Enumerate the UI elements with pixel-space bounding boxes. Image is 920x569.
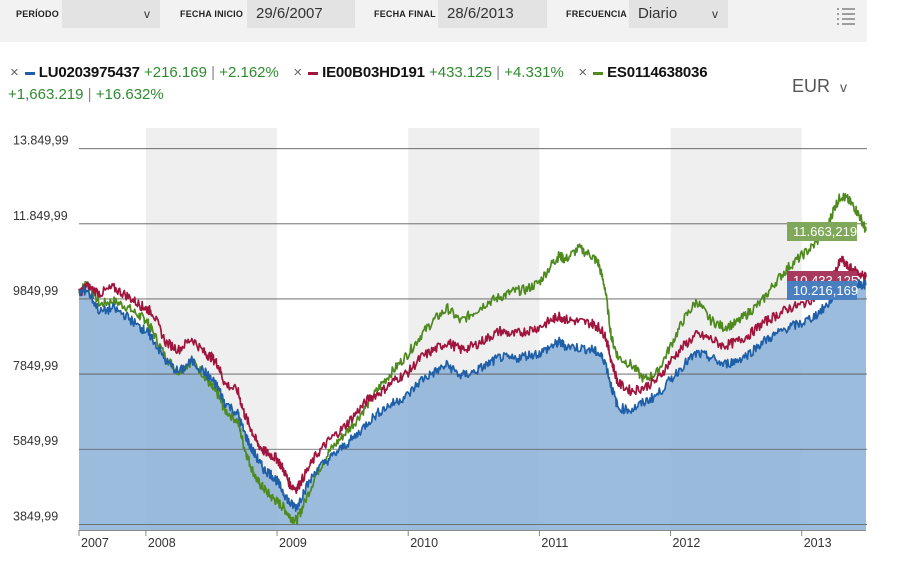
legend-item-values: +1,663.219 | +16.632%	[8, 86, 164, 103]
series-change-pct: +16.632%	[95, 86, 164, 103]
y-tick-label: 3849,99	[13, 509, 58, 523]
menu-list-icon[interactable]	[836, 7, 856, 25]
series-change-pct: +2.162%	[219, 64, 279, 81]
legend-item: × IE00B03HD191 +433.125 | +4.331%	[291, 64, 568, 81]
x-tick-label: 2013	[804, 536, 832, 550]
chevron-down-icon: v	[144, 7, 150, 21]
end-label-box	[787, 222, 857, 241]
remove-series-icon[interactable]: ×	[578, 64, 588, 81]
frequency-select[interactable]: Diario v	[629, 0, 728, 28]
currency-value: EUR	[792, 76, 831, 96]
series-code: LU0203975437	[38, 64, 140, 81]
x-axis: 2007 2008 2009 2010 2011 2012 2013	[78, 530, 866, 550]
series-change-pct: +4.331%	[504, 64, 564, 81]
y-tick-label: 9849,99	[13, 284, 58, 298]
frequency-label: FRECUENCIA	[566, 9, 628, 19]
legend-item: × ES0114638036	[576, 64, 707, 81]
series-color-swatch	[593, 71, 604, 75]
chevron-down-icon: v	[712, 7, 718, 21]
legend-item: × LU0203975437 +216.169 | +2.162%	[8, 64, 283, 81]
y-tick-label: 11.849,99	[13, 209, 68, 223]
x-tick-label: 2010	[410, 536, 438, 550]
end-date-value: 28/6/2013	[447, 5, 514, 22]
series-code: ES0114638036	[607, 64, 708, 81]
area-fill	[79, 275, 866, 530]
frequency-value: Diario	[638, 5, 678, 22]
chart-legend: × LU0203975437 +216.169 | +2.162% × IE00B0…	[8, 62, 788, 106]
series-change-abs: +216.169	[143, 64, 207, 81]
series-color-swatch	[24, 71, 35, 75]
x-tick-label: 2011	[541, 536, 568, 550]
series-change-abs: +1,663.219	[8, 86, 84, 103]
x-tick-label: 2012	[673, 536, 701, 550]
series-line-IE00B03HD191	[78, 255, 867, 495]
series-lines	[78, 192, 867, 526]
separator: |	[211, 64, 216, 81]
remove-series-icon[interactable]: ×	[10, 64, 19, 81]
remove-series-icon[interactable]: ×	[293, 64, 303, 81]
separator: |	[496, 64, 501, 81]
end-label-text: 10.216,169	[793, 283, 858, 298]
series-change-abs: +433.125	[428, 64, 492, 81]
x-tick-label: 2009	[279, 536, 307, 550]
toolbar: PERÍODO v FECHA INICIO 29/6/2007 FECHA F…	[0, 0, 867, 42]
area-under-series	[79, 275, 866, 530]
chevron-down-icon: v	[840, 79, 848, 95]
start-date-label: FECHA INICIO	[180, 9, 244, 19]
y-axis: 13.849,99 11.849,99 9849,99 7849,99 5849,99 3…	[13, 134, 69, 524]
period-label: PERÍODO	[16, 9, 59, 19]
series-color-swatch	[308, 71, 319, 75]
end-date-field[interactable]: 28/6/2013	[438, 0, 547, 28]
series-line-ES0114638036	[78, 192, 867, 526]
end-label-box	[787, 281, 857, 300]
end-date-label: FECHA FINAL	[374, 9, 436, 19]
x-tick-label: 2008	[148, 536, 176, 550]
y-tick-label: 7849,99	[13, 359, 58, 373]
start-date-value: 29/6/2007	[256, 5, 323, 22]
y-tick-label: 5849,99	[13, 434, 58, 448]
series-line-LU0203975437	[78, 274, 867, 512]
period-select[interactable]: v	[62, 0, 160, 28]
series-code: IE00B03HD191	[322, 64, 425, 81]
y-tick-label: 13.849,99	[13, 134, 69, 148]
separator: |	[87, 86, 92, 103]
x-tick-label: 2007	[81, 536, 109, 550]
end-label-text: 11.663,219	[793, 224, 857, 239]
currency-select[interactable]: EUR v	[792, 76, 847, 97]
start-date-field[interactable]: 29/6/2007	[247, 0, 355, 28]
